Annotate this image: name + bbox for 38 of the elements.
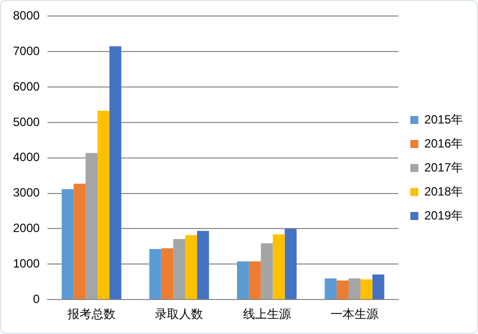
y-tick-label: 2000 bbox=[12, 221, 40, 236]
bar bbox=[97, 110, 110, 300]
bar bbox=[324, 278, 337, 300]
legend-label: 2019年 bbox=[424, 208, 464, 222]
x-tick-label: 录取人数 bbox=[155, 307, 204, 322]
y-tick-label: 7000 bbox=[12, 44, 40, 58]
bar bbox=[149, 248, 162, 300]
bar bbox=[260, 243, 273, 300]
y-tick-label: 8000 bbox=[12, 8, 40, 23]
bar bbox=[161, 248, 174, 300]
bar bbox=[62, 189, 74, 300]
x-tick-label: 报考总数 bbox=[66, 307, 116, 322]
bar bbox=[173, 239, 186, 300]
y-tick-label: 1000 bbox=[12, 256, 40, 270]
bar bbox=[272, 234, 285, 300]
legend-label: 2017年 bbox=[424, 160, 464, 174]
bar bbox=[237, 261, 249, 300]
bar bbox=[284, 228, 297, 300]
y-tick-label: 3000 bbox=[12, 186, 40, 200]
bar bbox=[74, 184, 86, 300]
bar bbox=[360, 279, 372, 300]
bar bbox=[336, 280, 349, 300]
bar bbox=[109, 46, 122, 300]
bar bbox=[185, 235, 198, 300]
bar bbox=[248, 261, 261, 300]
y-tick-label: 4000 bbox=[12, 150, 40, 164]
bar bbox=[197, 230, 209, 300]
x-tick-label: 线上生源 bbox=[242, 307, 291, 322]
legend-label: 2016年 bbox=[424, 136, 464, 150]
bar bbox=[86, 152, 98, 300]
legend-label: 2018年 bbox=[424, 184, 464, 198]
x-tick-label: 一本生源 bbox=[330, 307, 378, 322]
y-tick-label: 0 bbox=[33, 292, 40, 306]
bar bbox=[348, 278, 360, 300]
bar bbox=[372, 274, 384, 300]
legend-label: 2015年 bbox=[424, 112, 464, 126]
y-tick-label: 6000 bbox=[12, 79, 40, 94]
y-tick-label: 5000 bbox=[12, 114, 40, 129]
